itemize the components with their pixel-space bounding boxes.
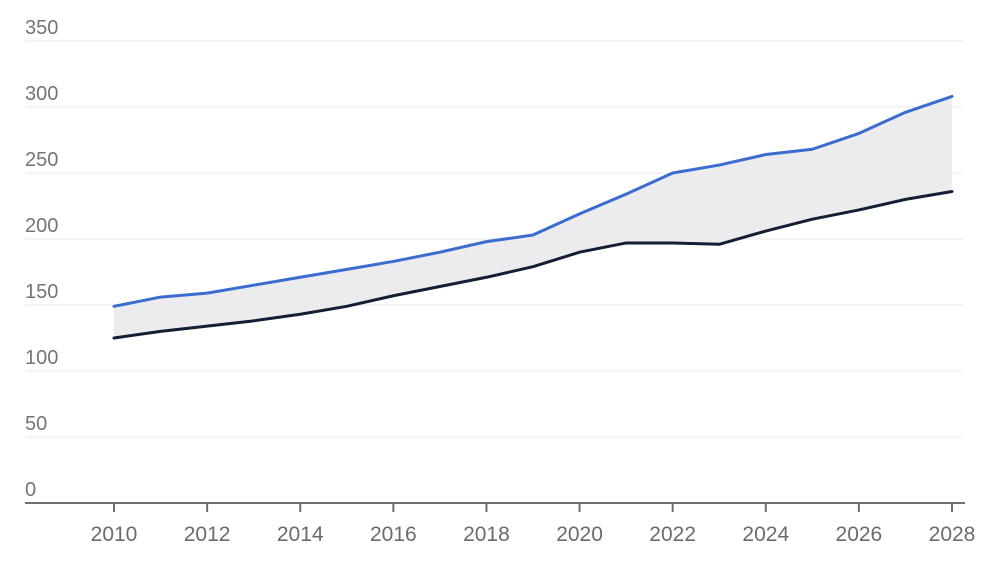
y-axis-label: 50 [25, 413, 47, 435]
x-axis-label: 2018 [463, 523, 510, 546]
x-axis-label: 2024 [742, 523, 789, 546]
x-axis-label: 2014 [277, 523, 324, 546]
x-axis-label: 2020 [556, 523, 603, 546]
y-axis-label: 300 [25, 83, 58, 105]
x-axis-label: 2010 [91, 523, 138, 546]
x-axis-label: 2028 [929, 523, 976, 546]
y-axis-label: 350 [25, 17, 58, 39]
lower-line [112, 189, 954, 340]
x-axis-label: 2026 [836, 523, 883, 546]
y-axis-label: 200 [25, 215, 58, 237]
x-axis-label: 2022 [649, 523, 696, 546]
y-axis-label: 250 [25, 149, 58, 171]
y-axis-label: 100 [25, 347, 58, 369]
between-series-area [114, 96, 952, 338]
upper-line [112, 94, 954, 308]
x-axis-label: 2016 [370, 523, 417, 546]
x-axis-label: 2012 [184, 523, 231, 546]
y-axis-label: 150 [25, 281, 58, 303]
y-axis-label: 0 [25, 479, 36, 501]
